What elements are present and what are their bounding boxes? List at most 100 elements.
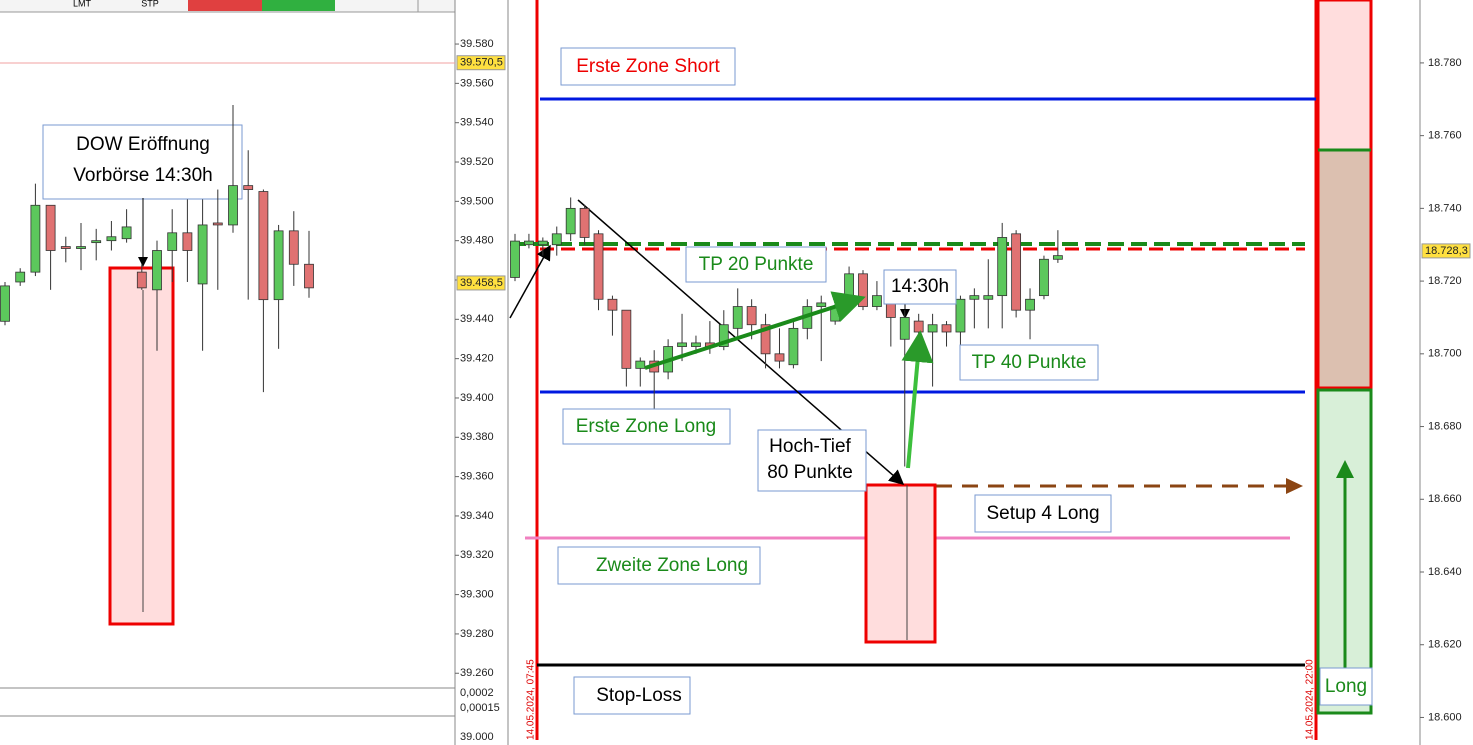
annotation-box	[685, 246, 827, 283]
candle-body	[1039, 258, 1049, 297]
y-tick-label: 39.500	[460, 195, 494, 207]
annotation: DOW Eröffnung	[76, 134, 210, 155]
y-tick-label: 18.680	[1428, 420, 1462, 432]
candle-body	[76, 246, 86, 249]
toolbar-label[interactable]: LMT	[73, 0, 92, 8]
price-tag	[1421, 243, 1471, 259]
y-tick-label: 18.720	[1428, 275, 1462, 287]
candle-body	[593, 233, 604, 300]
y-tick-label: 39.580	[460, 38, 494, 50]
arrow	[509, 244, 551, 319]
candle-body	[677, 342, 687, 347]
arrow	[901, 330, 934, 469]
candle-body	[579, 207, 590, 238]
candle-body	[243, 185, 254, 190]
candle-body	[537, 240, 548, 246]
y-tick-label: 39.360	[460, 471, 494, 483]
candle-body	[899, 317, 910, 340]
y-tick-label: 18.620	[1428, 639, 1462, 651]
candle-body	[1011, 233, 1022, 311]
y-tick-label: 39.340	[460, 510, 494, 522]
candle-body	[0, 285, 10, 322]
session-label: 14.05.2024, 07:45	[526, 659, 537, 740]
price-tag-label: 39.570,5	[460, 57, 503, 69]
candle-body	[273, 230, 284, 301]
price-tag-label: 18.728,3	[1425, 245, 1468, 257]
subpane-label: 39.000	[460, 731, 494, 743]
candle-body	[732, 306, 743, 329]
annotation-box	[1319, 667, 1373, 706]
candle-body	[607, 298, 618, 311]
arrow-head	[1336, 460, 1354, 478]
sell-button[interactable]	[188, 0, 262, 11]
candle-body	[635, 360, 646, 369]
candle-body	[621, 309, 632, 369]
candle-body	[258, 191, 269, 301]
annotation-box	[757, 429, 867, 492]
annotation: Vorbörse 14:30h	[73, 165, 212, 186]
candle-body	[45, 204, 56, 251]
candle-body	[983, 295, 994, 300]
candle-body	[152, 250, 162, 291]
y-tick-label: 18.600	[1428, 711, 1462, 723]
price-tag	[456, 55, 506, 71]
y-tick-label: 39.540	[460, 117, 494, 129]
annotation-box	[562, 408, 731, 445]
annotation: Erste Zone Long	[576, 416, 716, 437]
candle-body	[304, 263, 314, 289]
candle-body	[565, 207, 576, 235]
arrow-head	[1286, 478, 1303, 494]
candle-body	[182, 232, 193, 251]
entry-zone	[1316, 148, 1373, 390]
subpane-label: 0,00015	[460, 702, 500, 714]
candle-body	[524, 240, 534, 246]
candle-body	[844, 273, 854, 300]
price-tag	[456, 275, 506, 291]
candle-body	[510, 240, 520, 278]
candle-body	[106, 236, 117, 242]
candle-body	[718, 324, 729, 347]
candle-body	[955, 298, 966, 333]
candle-body	[997, 237, 1008, 297]
candle-body	[913, 320, 924, 333]
candle-body	[167, 232, 178, 251]
annotation-box	[557, 546, 761, 585]
annotation-box	[560, 47, 736, 86]
annotation-box	[974, 494, 1112, 533]
short-zone	[1316, 0, 1373, 152]
y-tick-label: 39.400	[460, 392, 494, 404]
y-tick-label: 39.260	[460, 667, 494, 679]
candle-body	[969, 295, 980, 300]
candle-body	[91, 240, 102, 244]
annotation: TP 40 Punkte	[972, 352, 1087, 373]
y-tick-label: 18.640	[1428, 566, 1462, 578]
candle-body	[858, 273, 868, 307]
candle-body	[927, 324, 938, 333]
annotation: 14:30h	[891, 276, 949, 297]
y-tick-label: 39.480	[460, 235, 494, 247]
y-tick-label: 39.320	[460, 549, 494, 561]
annotation: Hoch-Tief	[769, 436, 851, 457]
candle-body	[872, 295, 882, 307]
session-label: 14.05.2024, 22:00	[1305, 659, 1316, 740]
buy-button[interactable]	[262, 0, 335, 11]
candle-body	[941, 324, 952, 333]
candle-body	[816, 302, 827, 307]
candle-body	[30, 204, 41, 273]
y-tick-label: 39.560	[460, 77, 494, 89]
annotation: 80 Punkte	[767, 462, 853, 483]
y-tick-label: 18.660	[1428, 493, 1462, 505]
candle-body	[136, 271, 147, 289]
candle-body	[121, 226, 132, 240]
candle-body	[691, 342, 701, 347]
range-box	[108, 266, 175, 626]
y-tick-label: 18.760	[1428, 130, 1462, 142]
y-tick-label: 39.440	[460, 313, 494, 325]
candle-body	[1025, 298, 1035, 311]
y-tick-label: 39.280	[460, 628, 494, 640]
annotation: TP 20 Punkte	[699, 254, 814, 275]
annotation: Erste Zone Short	[576, 56, 720, 77]
annotation: Long	[1325, 676, 1367, 697]
toolbar-label[interactable]: STP	[141, 0, 159, 8]
